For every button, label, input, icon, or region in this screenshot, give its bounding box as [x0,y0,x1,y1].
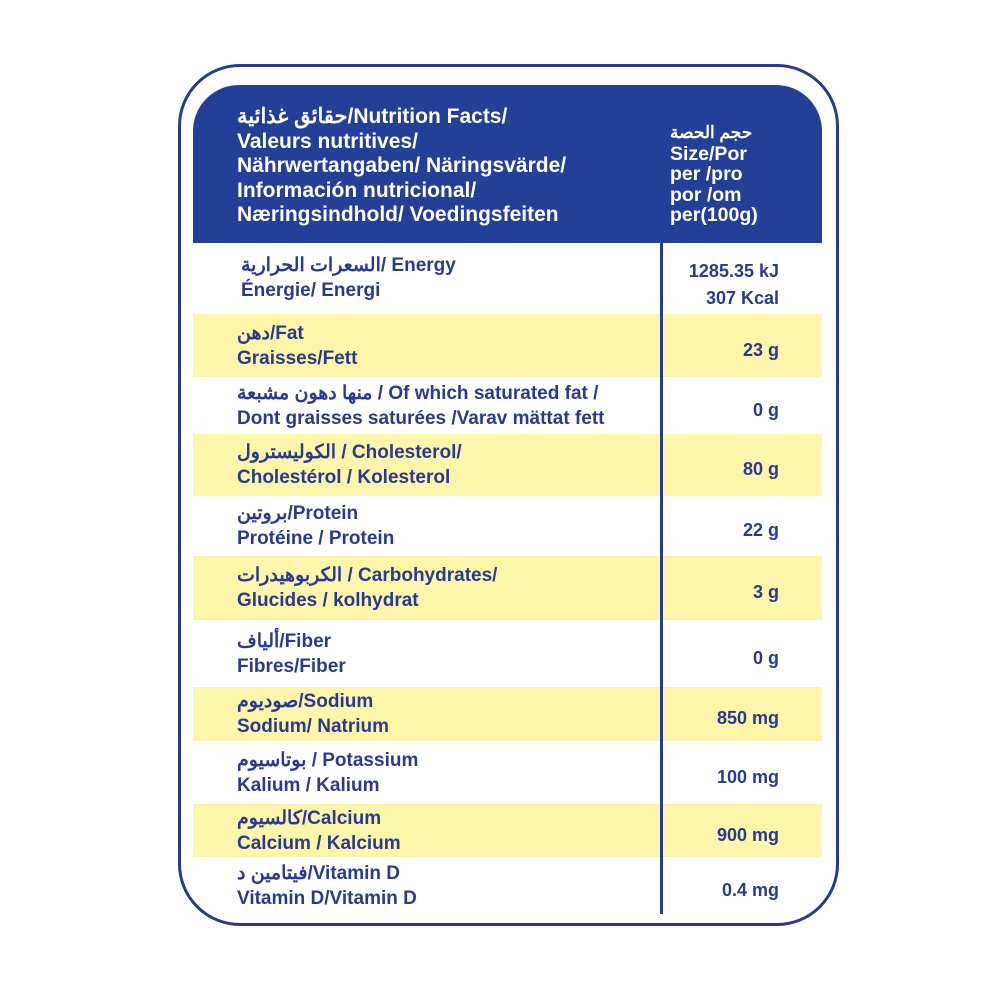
nutrient-label: السعرات الحرارية/ Energy Énergie/ Energi [241,253,456,303]
nutrient-value: 850 mg [717,707,779,729]
nutrient-arabic: السعرات الحرارية [241,255,381,276]
nutrient-translation: Graisses/Fett [237,347,358,369]
nutrient-row: بوتاسيوم / Potassium Kalium / Kalium 100… [193,742,822,803]
nutrient-value: 22 g [743,519,779,541]
column-divider [660,243,663,914]
value-text: 0 g [752,647,779,668]
title-line: /Nutrition Facts/ [347,105,508,128]
nutrient-row: الكوليسترول / Cholesterol/ Cholestérol /… [193,434,822,496]
value-text: 100 mg [716,766,779,787]
nutrient-value: 80 g [743,458,779,480]
nutrient-arabic: فيتامين د [237,862,308,884]
nutrient-row: الكربوهيدرات / Carbohydrates/ Glucides /… [193,556,822,620]
nutrient-translation: Vitamin D/Vitamin D [237,887,417,909]
nutrient-row: صوديوم/Sodium Sodium/ Natrium 850 mg [193,687,822,741]
nutrient-value: 3 g [753,581,779,603]
nutrient-translation: Kalium / Kalium [237,774,380,796]
nutrient-label: بوتاسيوم / Potassium Kalium / Kalium [237,748,418,798]
nutrient-name: / Of which saturated fat / [372,382,599,404]
nutrient-arabic: دهن [237,322,270,344]
nutrient-label: منها دهون مشبعة / Of which saturated fat… [237,381,605,431]
nutrient-translation: Protéine / Protein [237,528,395,549]
nutrient-value: 0.4 mg [722,879,779,901]
label-frame [178,64,839,926]
nutrient-row: كالسيوم/Calcium Calcium / Kalcium 900 mg [193,804,822,857]
nutrient-value: 1285.35 kJ 307 Kcal [689,258,779,312]
nutrient-translation: Calcium / Kalcium [237,833,401,854]
value-text: 850 mg [716,708,779,728]
nutrient-name: / Cholesterol/ [336,442,462,463]
nutrient-name: / Potassium [306,749,419,771]
nutrient-arabic: الكوليسترول [237,442,337,463]
nutrient-name: / Energy [380,255,456,276]
value-text: 22 g [742,520,779,540]
nutrient-translation: Cholestérol / Kolesterol [237,467,451,488]
nutrient-value: 23 g [743,339,779,361]
nutrient-name: / Carbohydrates/ [342,565,498,586]
nutrition-title: حقائق غذائية/Nutrition Facts/ Valeurs nu… [237,105,566,228]
nutrient-translation: Glucides / kolhydrat [237,590,419,611]
nutrient-value: 0 g [753,399,779,421]
serving-line: por /om [670,183,742,206]
nutrient-arabic: الكربوهيدرات [237,565,343,586]
value-text: 3 g [752,582,779,602]
title-line: Nährwertangaben/ Näringsvärde/ [237,154,567,177]
nutrient-row: منها دهون مشبعة / Of which saturated fat… [193,378,822,433]
serving-line: per(100g) [670,204,758,226]
value-text: 80 g [742,459,779,479]
nutrient-arabic: صوديوم [237,691,299,712]
serving-line: per /pro [670,163,743,185]
nutrient-translation: Dont graisses saturées /Varav mättat fet… [237,407,605,429]
nutrient-label: الكوليسترول / Cholesterol/ Cholestérol /… [237,440,462,490]
nutrient-arabic: بروتين [237,503,288,524]
serving-column-header: حجم الحصة Size/Por per /pro por /om per(… [670,122,758,226]
nutrient-name: /Protein [287,503,359,524]
nutrient-name: /Fiber [279,630,332,652]
nutrient-value: 0 g [753,647,779,669]
nutrient-label: ألياف/Fiber Fibres/Fiber [237,629,346,679]
nutrient-row: بروتين/Protein Protéine / Protein 22 g [193,497,822,555]
nutrient-name: /Fat [269,322,304,344]
nutrient-arabic: بوتاسيوم [237,749,307,771]
nutrient-arabic: كالسيوم [237,808,302,829]
title-line: Información nutricional/ [237,178,477,202]
serving-line: Size/Por [670,142,747,165]
nutrient-translation: Sodium/ Natrium [237,716,390,737]
nutrient-name: /Sodium [298,691,374,712]
nutrient-row: فيتامين د/Vitamin D Vitamin D/Vitamin D … [193,858,822,913]
nutrient-name: /Vitamin D [307,862,401,884]
nutrient-row: ألياف/Fiber Fibres/Fiber 0 g [193,621,822,686]
nutrient-translation: Fibres/Fiber [237,655,346,677]
nutrition-header: حقائق غذائية/Nutrition Facts/ Valeurs nu… [193,85,822,243]
value-text: 307 Kcal [705,288,779,308]
value-text: 900 mg [716,824,779,845]
nutrient-label: دهن/Fat Graisses/Fett [237,321,357,371]
title-arabic: حقائق غذائية [237,105,348,128]
nutrient-value: 100 mg [717,766,779,788]
value-text: 0 g [752,399,779,420]
nutrient-name: /Calcium [301,808,382,829]
nutrient-label: بروتين/Protein Protéine / Protein [237,501,394,551]
nutrient-row: السعرات الحرارية/ Energy Énergie/ Energi… [193,243,822,313]
title-line: Valeurs nutritives/ [237,129,418,153]
nutrient-label: الكربوهيدرات / Carbohydrates/ Glucides /… [237,563,497,613]
value-text: 1285.35 kJ [688,261,779,281]
nutrient-value: 900 mg [717,824,779,846]
nutrient-label: فيتامين د/Vitamin D Vitamin D/Vitamin D [237,861,417,911]
nutrient-label: صوديوم/Sodium Sodium/ Natrium [237,689,389,739]
nutrient-translation: Énergie/ Energi [241,280,381,301]
serving-arabic: حجم الحصة [670,123,753,142]
nutrient-arabic: ألياف [237,630,280,652]
nutrient-row: دهن/Fat Graisses/Fett 23 g [193,314,822,377]
value-text: 23 g [742,339,779,360]
nutrient-label: كالسيوم/Calcium Calcium / Kalcium [237,806,401,856]
title-line: Næringsindhold/ Voedingsfeiten [237,203,559,226]
value-text: 0.4 mg [721,879,779,900]
nutrient-arabic: منها دهون مشبعة [237,382,373,404]
